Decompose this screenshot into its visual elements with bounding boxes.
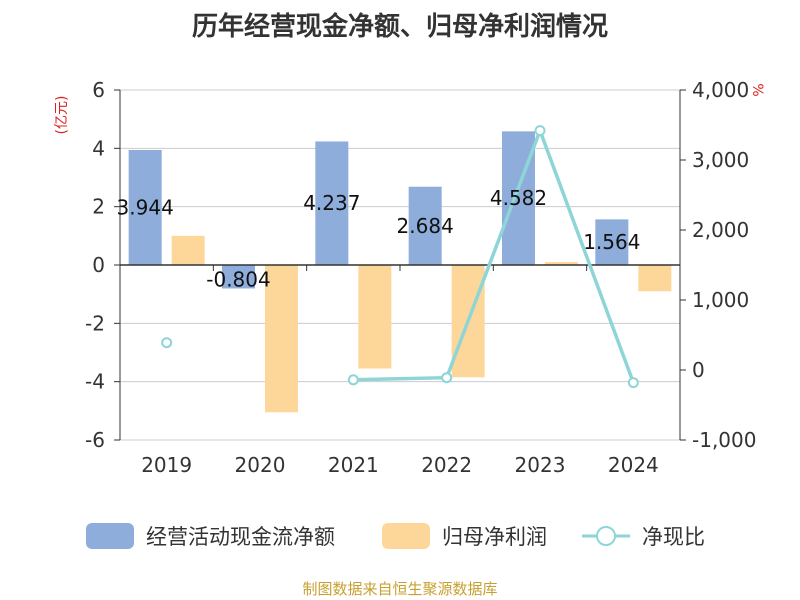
ratio-point [534, 125, 546, 137]
legend-swatch-ratio-marker [596, 526, 616, 546]
chart-title: 历年经营现金净额、归母净利润情况 [192, 11, 608, 42]
left-tick-label: -4 [85, 370, 105, 394]
legend-swatch-net-profit [382, 523, 430, 549]
ratio-point [441, 372, 453, 384]
net-profit-bar [545, 262, 578, 265]
right-tick-label: 3,000 [692, 148, 749, 172]
bars [128, 131, 672, 413]
cash-flow-value-label: 4.582 [490, 186, 547, 210]
cash-flow-value-label: 3.944 [117, 195, 174, 219]
ratio-line-segment [353, 125, 635, 384]
data-labels: 3.944 -0.804 4.237 2.684 4.582 1.564 [117, 186, 641, 291]
left-tick-label: -6 [85, 428, 105, 452]
ratio-line [161, 125, 639, 389]
legend: 经营活动现金流净额 归母净利润 净现比 [86, 523, 705, 549]
right-tick-label: 1,000 [692, 288, 749, 312]
cash-flow-bar [408, 186, 442, 265]
category-label: 2024 [608, 453, 659, 477]
category-label: 2021 [328, 453, 379, 477]
right-tick-label: 2,000 [692, 218, 749, 242]
grid-lines [120, 89, 680, 441]
cash-flow-bar [595, 219, 629, 265]
net-profit-bar [358, 265, 392, 369]
left-tick-label: 4 [92, 136, 105, 160]
ratio-point [627, 377, 639, 389]
ratio-point [161, 337, 173, 349]
legend-label-net-profit: 归母净利润 [442, 525, 547, 549]
right-tick-label: 4,000 [692, 78, 749, 102]
category-label: 2023 [515, 453, 566, 477]
legend-swatch-cash-flow [86, 523, 134, 549]
source-note: 制图数据来自恒生聚源数据库 [302, 580, 497, 598]
category-label: 2022 [421, 453, 472, 477]
left-tick-label: 6 [92, 78, 105, 102]
right-axis-unit: % [749, 83, 765, 96]
cash-flow-value-label: 4.237 [303, 191, 360, 215]
net-profit-bar [638, 265, 672, 292]
net-profit-bar [171, 235, 205, 265]
cash-flow-value-label: 1.564 [583, 230, 640, 254]
left-tick-label: -2 [85, 311, 105, 335]
legend-label-ratio: 净现比 [642, 525, 705, 549]
left-tick-label: 2 [92, 195, 105, 219]
cash-flow-bar [128, 149, 162, 265]
axes: -6 -4 -2 0 2 4 6 -1,000 0 1,000 2,000 3,000 4,000 201… [85, 78, 756, 477]
right-tick-label: 0 [692, 358, 705, 382]
ratio-point [347, 374, 359, 386]
right-tick-label: -1,000 [692, 428, 756, 452]
cash-flow-bar [222, 265, 255, 289]
cash-flow-value-label: -0.804 [206, 267, 270, 291]
cash-flow-bar [315, 141, 349, 265]
legend-label-cash-flow: 经营活动现金流净额 [146, 525, 335, 549]
left-axis-unit: (亿元) [54, 96, 70, 135]
left-tick-label: 0 [92, 253, 105, 277]
category-label: 2020 [235, 453, 286, 477]
category-label: 2019 [141, 453, 192, 477]
cash-flow-value-label: 2.684 [397, 214, 454, 238]
net-profit-bar [265, 265, 298, 413]
